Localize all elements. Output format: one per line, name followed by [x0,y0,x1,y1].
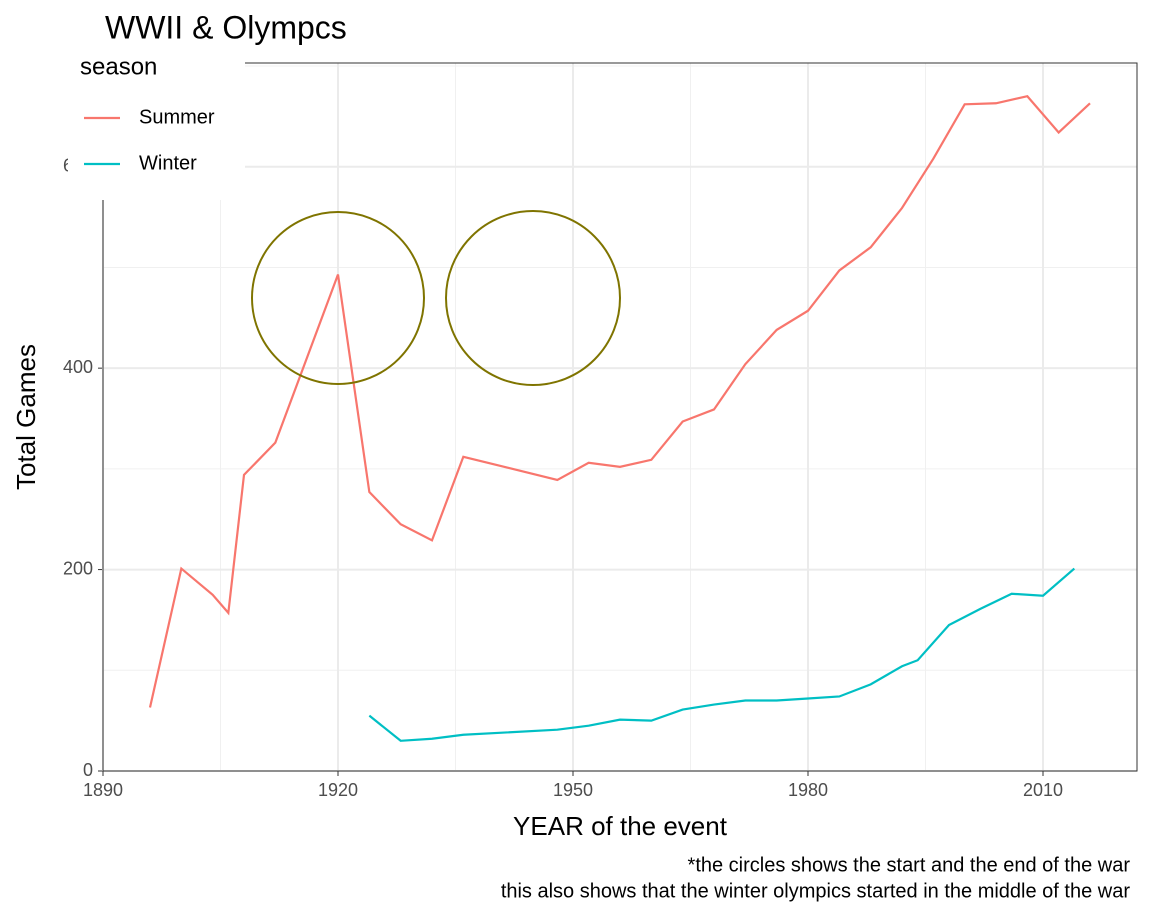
series-line [148,95,1091,708]
x-tick-label: 1980 [788,780,828,800]
x-tick-label: 1890 [83,780,123,800]
war-end-circle [445,210,621,386]
y-tick-label: 0 [83,760,93,780]
caption: *the circles shows the start and the end… [688,854,1131,876]
legend-title: season [80,53,157,80]
x-tick-label: 1950 [553,780,593,800]
x-tick-label: 1920 [318,780,358,800]
y-tick-label: 400 [63,357,93,377]
x-axis-title: YEAR of the event [513,811,728,841]
legend-label: Summer [139,106,215,128]
war-start-circle [251,211,425,385]
legend-items: Summer Winter [84,106,215,174]
y-tick-label: 200 [63,558,93,578]
legend-background [68,45,245,200]
legend: season Summer Winter [68,45,245,200]
x-tick-label: 2010 [1023,780,1063,800]
panel-border [102,62,1138,772]
caption: this also shows that the winter olympics… [501,880,1131,902]
chart-title: WWII & Olympcs [105,9,347,45]
plot-area: 020040060018901920195019802010 [63,62,1138,800]
legend-label: Winter [139,152,197,174]
series-line [368,567,1076,742]
y-axis-title: Total Games [11,344,41,490]
